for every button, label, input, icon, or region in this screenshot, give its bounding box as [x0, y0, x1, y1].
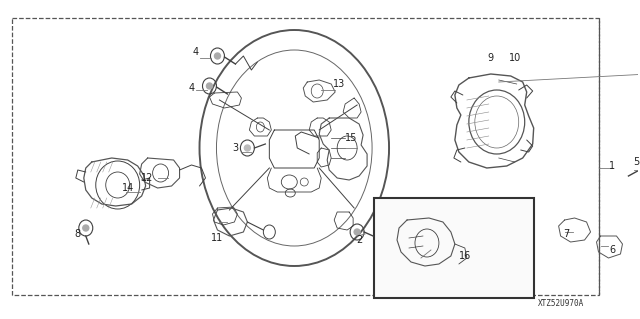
- Text: 7: 7: [563, 229, 570, 239]
- Bar: [12, 18, 598, 295]
- Text: 8: 8: [75, 229, 81, 239]
- Text: 2: 2: [356, 235, 362, 245]
- Circle shape: [83, 225, 89, 231]
- Text: 11: 11: [211, 233, 223, 243]
- Text: 12: 12: [141, 173, 154, 183]
- Circle shape: [207, 83, 212, 89]
- Text: 4: 4: [193, 47, 198, 57]
- Text: 6: 6: [609, 245, 616, 255]
- Text: 14: 14: [122, 183, 134, 193]
- Text: 3: 3: [232, 143, 239, 153]
- Text: 4: 4: [188, 83, 195, 93]
- Circle shape: [214, 53, 220, 59]
- Text: 5: 5: [634, 157, 639, 167]
- Text: XTZ52U970A: XTZ52U970A: [538, 299, 584, 308]
- Circle shape: [354, 229, 360, 235]
- Text: 9: 9: [488, 53, 494, 63]
- Text: 13: 13: [333, 79, 346, 89]
- Text: 15: 15: [345, 133, 357, 143]
- Text: 1: 1: [609, 161, 616, 171]
- Text: 10: 10: [509, 53, 521, 63]
- Text: 16: 16: [459, 251, 471, 261]
- Circle shape: [244, 145, 250, 151]
- Bar: [374, 198, 534, 298]
